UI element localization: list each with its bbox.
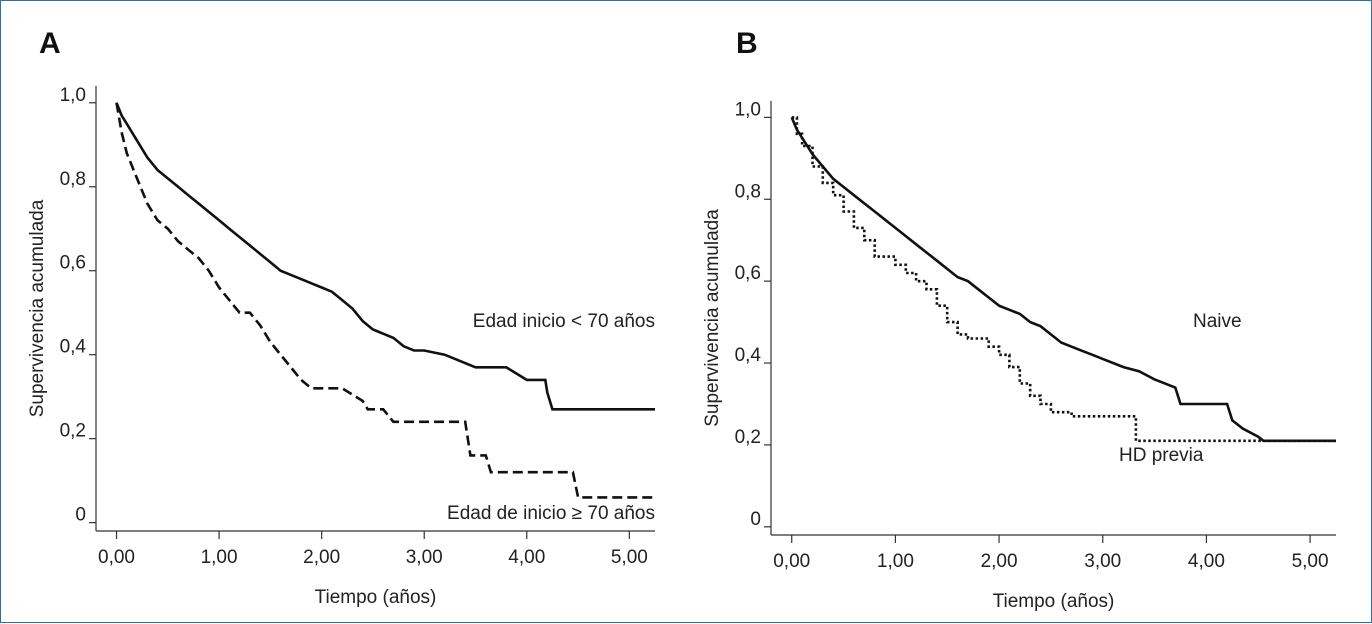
panel-a-x-tick-label: 4,00 <box>508 547 545 568</box>
panel-b-y-tick-label: 0,6 <box>735 263 761 284</box>
panel-b-x-tick-label: 2,00 <box>981 551 1018 572</box>
panel-b-y-tick-label: 0,8 <box>735 181 761 202</box>
panel-b-y-axis-title: Supervivencia acumulada <box>702 209 723 427</box>
panel-b-x-tick-label: 4,00 <box>1188 551 1225 572</box>
panel-a-y-tick-label: 0 <box>75 505 86 526</box>
panel-b-series-1-curve <box>791 116 1336 443</box>
panel-a-x-tick-label: 5,00 <box>611 547 648 568</box>
panel-a-x-tick-label: 3,00 <box>406 547 443 568</box>
panel-a-series-1-curve <box>115 102 655 499</box>
panel-b-x-tick-label: 3,00 <box>1084 551 1121 572</box>
panel-a-y-tick-label: 0,8 <box>60 169 86 190</box>
panel-a-y-tick-label: 0,2 <box>60 421 86 442</box>
panel-a-y-axis-title: Supervivencia acumulada <box>27 199 48 417</box>
panel-a-letter: A <box>39 27 61 60</box>
panel-b-x-tick-label: 1,00 <box>877 551 914 572</box>
series-label-70-plus: Edad de inicio ≥ 70 años <box>447 503 655 524</box>
panel-a-y-tick-label: 1,0 <box>60 85 86 106</box>
panel-a-series-0-curve <box>115 102 655 411</box>
panel-b-x-tick-label: 0,00 <box>773 551 810 572</box>
series-label-naive: Naive <box>1193 311 1242 332</box>
panel-b-letter: B <box>736 27 758 60</box>
panel-b-y-tick-label: 0,4 <box>735 345 762 366</box>
panel-b-y-tick-label: 1,0 <box>735 99 761 120</box>
panel-a-y-tick-label: 0,4 <box>60 337 87 358</box>
panel-b-y-tick-label: 0 <box>750 509 761 530</box>
panel-b: B Naive HD previa 0 0,2 0,4 0,6 0,8 1,0 0,00 1,… <box>702 27 1336 612</box>
panel-a-x-tick-label: 2,00 <box>303 547 340 568</box>
panel-a-x-tick-label: 1,00 <box>201 547 238 568</box>
panel-a-x-tick-label: 0,00 <box>98 547 135 568</box>
panel-b-x-tick-label: 5,00 <box>1292 551 1329 572</box>
panel-a: A Edad inicio < 70 años Edad de inicio ≥… <box>27 27 655 608</box>
panel-a-x-axis-title: Tiempo (años) <box>315 587 437 608</box>
series-label-hd-previa: HD previa <box>1119 445 1204 466</box>
panel-a-y-tick-label: 0,6 <box>60 253 86 274</box>
panel-b-y-tick-label: 0,2 <box>735 427 761 448</box>
panel-b-x-axis-title: Tiempo (años) <box>993 591 1115 612</box>
series-label-under-70: Edad inicio < 70 años <box>473 311 655 332</box>
panel-b-series-0-curve <box>790 116 1336 443</box>
